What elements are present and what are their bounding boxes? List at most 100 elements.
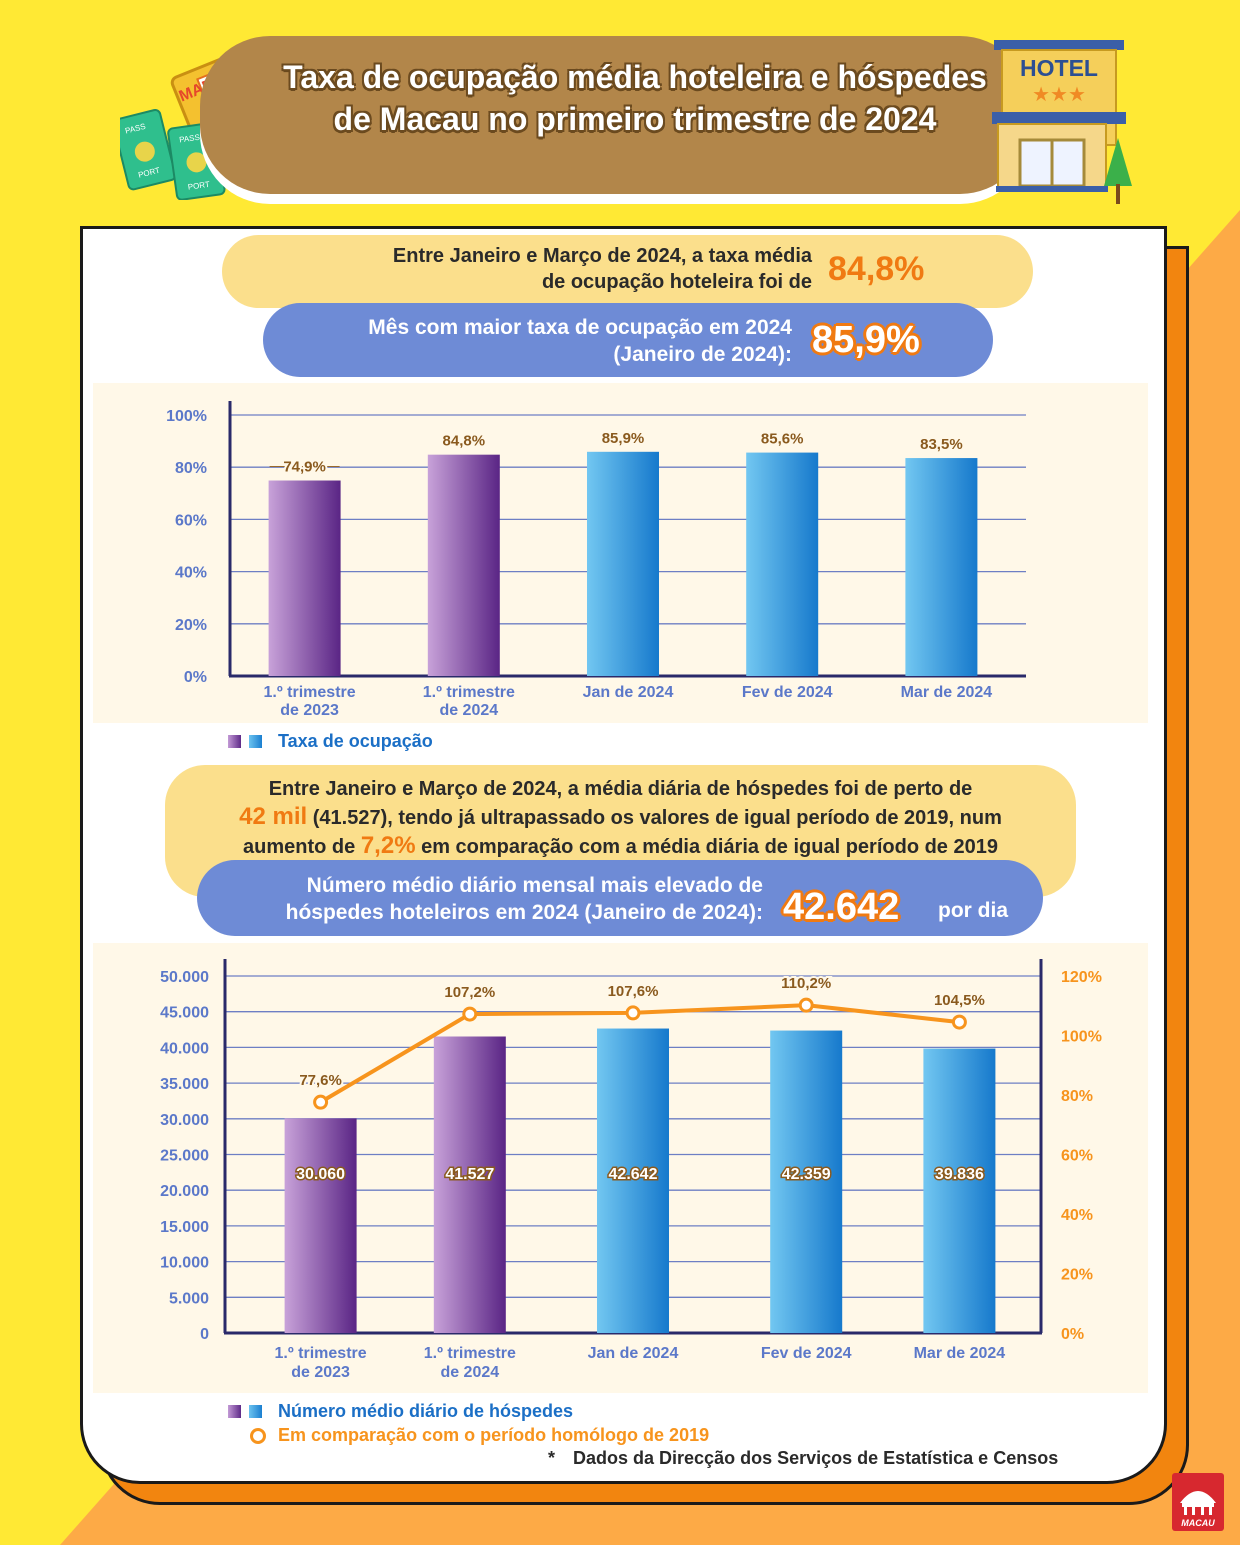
chart2-ytick-right-label: 100% [1061, 1029, 1102, 1046]
chart1-value-label: 84,8% [443, 433, 486, 450]
chart2-line-point [798, 997, 814, 1013]
chart1-bar [268, 480, 341, 676]
guests-chart: 0 5.000 10.000 15.000 20.000 25.000 30.000 35.0… [160, 959, 1102, 1381]
chart1-value-label: 83,5% [920, 436, 963, 453]
chart1-xtick-label: Mar de 2024 [901, 684, 993, 701]
chart1-legend-label: Taxa de ocupação [278, 731, 433, 751]
chart2-xtick-label: de 2024 [440, 1364, 499, 1381]
chart2-ytick-right-label: 60% [1061, 1148, 1093, 1165]
legend-swatch-blue [249, 1405, 262, 1418]
highest-occupancy-line1: Mês com maior taxa de ocupação em 2024 [368, 316, 792, 339]
highest-guests-value: 42.642 [783, 886, 900, 928]
logo-text: MACAU [1181, 1518, 1215, 1528]
source-text: Dados da Direcção dos Serviços de Estatí… [573, 1448, 1059, 1468]
chart2-legend-bars-label: Número médio diário de hóspedes [278, 1401, 574, 1421]
guests-summary-line3-pre: aumento de [243, 836, 356, 858]
legend-swatch-purple [228, 735, 241, 748]
highest-occupancy-text: Mês com maior taxa de ocupação em 2024 (… [280, 314, 792, 368]
chart1-xtick-label: 1.º trimestre [264, 684, 356, 701]
chart2-line-value-label: 107,6% [608, 983, 659, 1000]
chart2-bar-value-label: 30.060 [296, 1166, 345, 1183]
occupancy-summary-text: Entre Janeiro e Março de 2024, a taxa mé… [260, 243, 812, 295]
chart2-legend-line: Em comparação com o período homólogo de … [250, 1425, 709, 1446]
chart1-ytick-label: 100% [166, 408, 207, 425]
chart1-xtick-label: de 2023 [280, 702, 339, 719]
chart2-line-value-label: 77,6% [299, 1072, 342, 1089]
chart2-ytick-right-label: 40% [1061, 1207, 1093, 1224]
guests-summary-line3-post: em comparação com a média diária de igua… [421, 836, 998, 858]
legend-swatch-purple [228, 1405, 241, 1418]
chart2-ytick-right-label: 20% [1061, 1267, 1093, 1284]
chart2-bar-value-label: 39.836 [935, 1166, 984, 1183]
highest-guests-line2: hóspedes hoteleiros em 2024 (Janeiro de … [285, 901, 763, 924]
highest-occupancy-pill [263, 303, 993, 377]
highest-guests-unit: por dia [938, 899, 1009, 922]
source-note: * Dados da Direcção dos Serviços de Esta… [548, 1448, 1058, 1469]
guests-summary-hl2: 7,2% [360, 832, 416, 859]
chart2-ytick-left-label: 50.000 [160, 969, 209, 986]
chart2-bar-value-label: 42.642 [609, 1166, 658, 1183]
chart2-xtick-label: 1.º trimestre [275, 1345, 367, 1362]
chart2-bar-value-label: 41.527 [445, 1166, 494, 1183]
highest-occupancy-line2: (Janeiro de 2024): [613, 343, 792, 366]
chart1-ytick-label: 40% [175, 565, 207, 582]
chart2-ytick-right-label: 120% [1061, 969, 1102, 986]
macau-logo: MACAU [1172, 1473, 1224, 1531]
chart2-ytick-left-label: 45.000 [160, 1005, 209, 1022]
chart1-ytick-label: 80% [175, 460, 207, 477]
chart1-bar [427, 454, 500, 676]
chart2-xtick-label: Jan de 2024 [588, 1345, 679, 1362]
chart2-ytick-left-label: 40.000 [160, 1040, 209, 1057]
page-title: Taxa de ocupação média hoteleira e hóspe… [283, 59, 987, 137]
guests-summary-hl1: 42 mil [239, 803, 308, 830]
chart1-ytick-label: 60% [175, 512, 207, 529]
chart2-ytick-left-label: 5.000 [169, 1290, 209, 1307]
chart2-line-value-label: 110,2% [781, 975, 831, 992]
guests-summary-text: Entre Janeiro e Março de 2024, a média d… [165, 776, 1076, 861]
guests-summary-line3: aumento de 7,2% em comparação com a médi… [165, 832, 1076, 861]
chart2-line-point [625, 1005, 641, 1021]
guests-summary-line2: 42 mil (41.527), tendo já ultrapassado o… [165, 803, 1076, 832]
chart2-bar [284, 1118, 357, 1333]
chart1-ytick-label: 0% [184, 669, 207, 686]
chart1-xtick-label: Fev de 2024 [742, 684, 833, 701]
highest-guests-text: Número médio diário mensal mais elevado … [200, 872, 763, 926]
chart2-line-point [462, 1006, 478, 1022]
chart2-ytick-right-label: 0% [1061, 1326, 1084, 1343]
chart1-xtick-label: 1.º trimestre [423, 684, 515, 701]
source-marker: * [548, 1448, 556, 1468]
chart1-bar [905, 458, 978, 676]
chart2-ytick-right-label: 80% [1061, 1088, 1093, 1105]
chart2-xtick-label: de 2023 [291, 1364, 350, 1381]
occupancy-summary-pill [222, 235, 1033, 308]
chart2-line-point [313, 1094, 329, 1110]
chart2-line-value-label: 104,5% [934, 992, 985, 1009]
guests-summary-line1: Entre Janeiro e Março de 2024, a média d… [268, 778, 973, 800]
chart1-bar [587, 451, 659, 676]
chart2-xtick-label: Mar de 2024 [914, 1345, 1006, 1362]
chart2-ytick-left-label: 35.000 [160, 1076, 209, 1093]
chart2-bar-value-label: 42.359 [782, 1166, 831, 1183]
passport-label-2a: PASS [179, 133, 201, 145]
chart2-ytick-left-label: 15.000 [160, 1219, 209, 1236]
chart2-ytick-left-label: 10.000 [160, 1255, 209, 1272]
occupancy-summary-line1: Entre Janeiro e Março de 2024, a taxa mé… [392, 245, 812, 267]
chart1-value-label: 85,6% [761, 431, 804, 448]
chart1-value-label: 74,9% [283, 459, 326, 476]
chart2-xtick-label: 1.º trimestre [424, 1345, 516, 1362]
chart2-bar [923, 1048, 996, 1333]
chart2-bar [770, 1030, 843, 1333]
hotel-sign: HOTEL [1020, 55, 1098, 81]
highest-guests-pill [197, 860, 1043, 936]
chart1-legend: Taxa de ocupação [228, 731, 433, 752]
chart1-xtick-label: de 2024 [439, 702, 498, 719]
chart2-xtick-label: Fev de 2024 [761, 1345, 852, 1362]
chart2-ytick-left-label: 20.000 [160, 1183, 209, 1200]
chart2-bar [597, 1028, 669, 1333]
chart2-legend-line-label: Em comparação com o período homólogo de … [278, 1425, 710, 1445]
macau-logo-icon: MACAU [1180, 1491, 1216, 1528]
chart2-bar [433, 1036, 506, 1333]
chart2-legend-bars: Número médio diário de hóspedes [228, 1401, 573, 1422]
chart2-line-value-label: 107,2% [444, 984, 495, 1001]
